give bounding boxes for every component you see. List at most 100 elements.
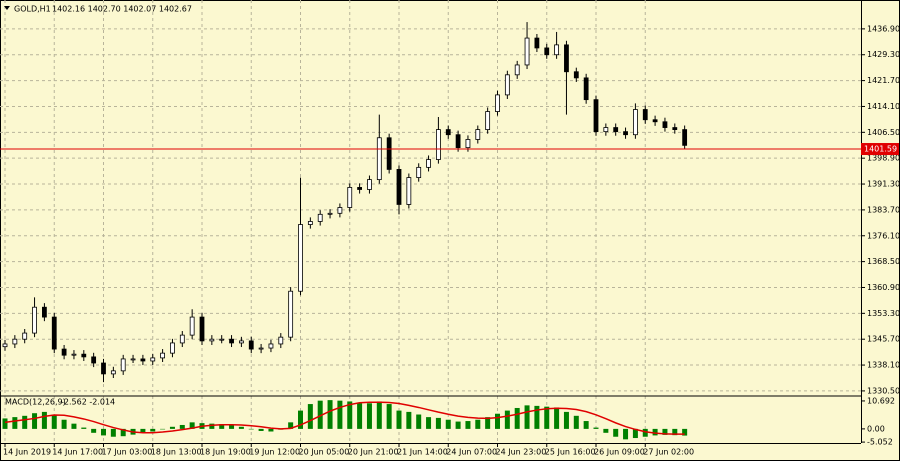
y-tick-label: 1360.90 <box>867 283 900 292</box>
candle-body <box>51 316 57 350</box>
candle-body <box>633 109 638 136</box>
macd-bar <box>514 407 520 429</box>
macd-bar <box>337 400 343 429</box>
macd-bar <box>465 421 471 429</box>
candle-body <box>623 131 628 136</box>
macd-bar <box>563 411 569 429</box>
x-tick-label: 25 Jun 16:00 <box>545 448 596 457</box>
macd-bar <box>386 404 392 429</box>
macd-bar <box>219 424 225 429</box>
macd-bar <box>327 400 333 429</box>
macd-bar <box>485 417 491 429</box>
candle-body <box>110 370 116 375</box>
candle-body <box>317 213 323 222</box>
macd-bar <box>406 411 412 429</box>
y-tick-label: 1338.10 <box>867 361 900 370</box>
candle-body <box>238 340 244 344</box>
candle-body <box>12 338 18 345</box>
candle-body <box>22 332 28 340</box>
candle-body <box>189 316 195 336</box>
candle-body <box>130 358 136 361</box>
candle-body <box>445 129 451 136</box>
macd-bar <box>396 410 402 429</box>
candle-body <box>682 129 688 146</box>
candle-body <box>140 358 146 362</box>
candle-body <box>475 129 481 140</box>
x-tick-label: 19 Jun 12:00 <box>249 448 300 457</box>
candle-body <box>495 94 500 112</box>
macd-bar <box>376 401 382 429</box>
candle-body <box>32 306 37 334</box>
macd-bar <box>366 403 372 429</box>
candle-body <box>367 179 372 190</box>
macd-bar <box>426 417 432 429</box>
y-tick-label: 1391.30 <box>867 180 900 189</box>
macd-bar <box>623 428 629 440</box>
macd-bar <box>179 424 185 429</box>
candle-body <box>258 347 264 350</box>
candle-body <box>485 111 491 130</box>
candle-body <box>248 340 254 350</box>
macd-bar <box>682 428 688 436</box>
macd-bar <box>22 415 28 429</box>
candle-body <box>42 306 47 318</box>
candle-body <box>229 338 234 344</box>
y-tick-label: 1353.30 <box>867 309 900 318</box>
macd-bar <box>268 428 274 432</box>
candle-body <box>583 77 589 101</box>
x-tick-label: 21 Jun 14:00 <box>397 448 448 457</box>
candle-body <box>386 137 392 170</box>
ohlc-readout: 1402.16 1402.70 1402.07 1402.67 <box>52 5 192 14</box>
macd-bar <box>160 428 166 430</box>
x-tick-label: 17 Jun 03:00 <box>102 448 153 457</box>
y-tick-label: 1330.50 <box>867 386 900 395</box>
menu-arrow[interactable] <box>4 6 10 10</box>
macd-bar <box>101 428 106 436</box>
candle-body <box>150 357 156 362</box>
candle-body <box>219 338 225 341</box>
candle-body <box>337 207 343 214</box>
candle-body <box>504 74 510 96</box>
macd-bar <box>51 414 57 429</box>
macd-bar <box>642 428 648 437</box>
macd-bar <box>91 428 97 433</box>
macd-bar <box>41 411 47 429</box>
x-tick-label: 14 Jun 2019 <box>3 448 51 457</box>
y-tick-label: 1383.70 <box>867 205 900 214</box>
candle-body <box>396 169 402 205</box>
macd-bar <box>534 405 540 429</box>
macd-bar <box>357 403 363 429</box>
macd-bar <box>120 428 126 437</box>
macd-bar <box>12 417 18 429</box>
candle-body <box>160 352 166 359</box>
macd-bar <box>61 419 67 429</box>
macd-bar <box>504 410 510 429</box>
candle-body <box>455 134 461 149</box>
macd-bar <box>475 419 481 429</box>
candle-body <box>170 342 175 354</box>
macd-bar <box>603 428 609 433</box>
macd-bar <box>652 428 658 436</box>
candle-body <box>376 137 382 181</box>
x-tick-label: 18 Jun 13:00 <box>151 448 202 457</box>
macd-bar <box>110 428 116 437</box>
candle-body <box>61 348 67 356</box>
macd-bar <box>583 421 589 429</box>
signal-line <box>4 401 685 435</box>
x-tick-label: 18 Jun 19:00 <box>200 448 251 457</box>
x-tick-label: 24 Jun 23:00 <box>496 448 547 457</box>
candle-body <box>435 129 441 160</box>
candle-body <box>81 353 87 358</box>
macd-bar <box>347 401 353 429</box>
macd-bar <box>445 419 451 429</box>
candle-body <box>554 44 559 56</box>
candle-body <box>406 177 412 205</box>
macd-bar <box>169 426 175 429</box>
y-tick-label: 1429.30 <box>867 50 900 59</box>
candle-body <box>91 356 97 364</box>
candle-body <box>652 119 658 123</box>
macd-bar <box>229 425 235 429</box>
x-tick-label: 27 Jun 02:00 <box>643 448 694 457</box>
